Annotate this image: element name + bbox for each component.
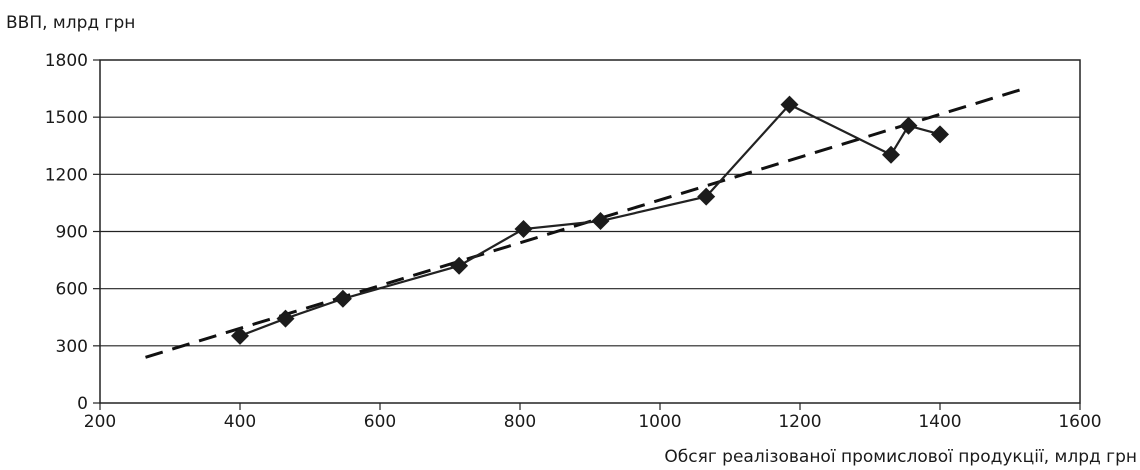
x-axis-title: Обсяг реалізованої промислової продукції… <box>664 447 1137 467</box>
data-point-marker <box>333 289 352 308</box>
y-tick-label: 1800 <box>45 51 88 71</box>
data-point-marker <box>697 187 716 206</box>
data-point-marker <box>450 256 469 275</box>
data-point-marker <box>899 116 918 135</box>
y-tick-label: 1200 <box>45 165 88 185</box>
y-tick-label: 600 <box>56 280 88 300</box>
series-group <box>145 86 1028 359</box>
x-tick-label: 1200 <box>778 412 821 432</box>
data-point-marker <box>276 309 295 328</box>
x-tick-label: 200 <box>84 412 116 432</box>
gridlines <box>100 116 1080 347</box>
x-axis-ticks: 200 400 600 800 1000 1200 1400 1600 <box>84 403 1102 432</box>
x-tick-label: 1400 <box>918 412 961 432</box>
y-tick-label: 300 <box>56 337 88 357</box>
y-tick-label: 0 <box>77 394 88 414</box>
data-point-marker <box>514 220 533 239</box>
x-tick-label: 1600 <box>1058 412 1101 432</box>
data-point-marker <box>591 212 610 231</box>
y-axis-title: ВВП, млрд грн <box>6 13 135 33</box>
data-point-marker <box>780 95 799 114</box>
data-point-marker <box>231 326 249 345</box>
y-axis-ticks: 0 300 600 900 1200 1500 1800 <box>45 51 100 414</box>
y-tick-label: 1500 <box>45 108 88 128</box>
x-tick-label: 400 <box>224 412 256 432</box>
x-tick-label: 1000 <box>638 412 681 432</box>
data-point-marker <box>882 145 900 164</box>
y-tick-label: 900 <box>56 223 88 243</box>
x-tick-label: 800 <box>504 412 536 432</box>
data-point-marker <box>931 125 949 144</box>
x-tick-label: 600 <box>364 412 396 432</box>
